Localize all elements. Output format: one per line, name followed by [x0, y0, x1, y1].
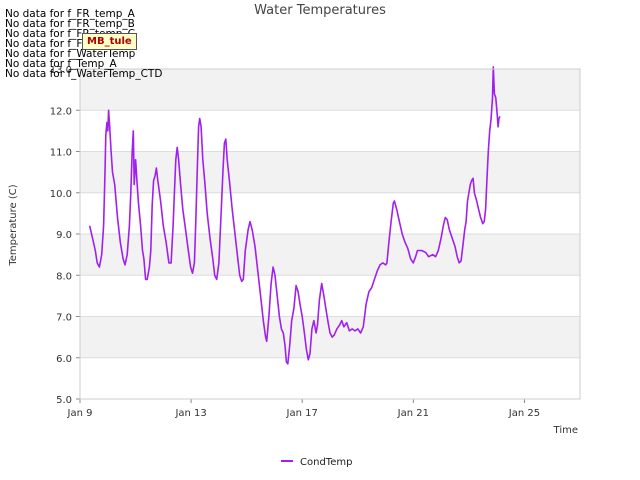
legend-label: CondTemp: [300, 457, 352, 468]
y-tick-label: 13.0: [50, 65, 72, 76]
no-data-message: No data for f_FR_temp_C: [5, 28, 135, 40]
grid-band: [80, 192, 580, 234]
y-tick-label: 11.0: [50, 148, 72, 159]
y-tick-label: 8.0: [56, 271, 72, 282]
site-badge[interactable]: MB_tule: [82, 33, 137, 50]
y-tick-label: 5.0: [56, 395, 72, 406]
x-axis: Jan 9 Jan 13 Jan 17 Jan 21 Jan 25: [67, 399, 540, 419]
grid-band: [80, 357, 580, 399]
x-tick-label: Jan 25: [508, 408, 540, 419]
x-tick-label: Jan 13: [174, 408, 206, 419]
legend[interactable]: CondTemp: [281, 457, 352, 468]
y-tick-label: 6.0: [56, 354, 72, 365]
y-tick-label: 7.0: [56, 313, 72, 324]
no-data-message: No data for f_FD_Temp_1: [5, 38, 136, 50]
series-line-condtemp[interactable]: [88, 66, 501, 365]
grid-bands: [80, 69, 580, 400]
y-axis-label: Temperature (C): [8, 184, 19, 266]
x-tick-label: Jan 21: [397, 408, 429, 419]
x-axis-label: Time: [553, 425, 578, 436]
no-data-message: No data for f_WaterTemp_CTD: [5, 68, 163, 80]
x-tick-label: Jan 9: [67, 408, 93, 419]
y-axis: 5.0 6.0 7.0 8.0 9.0 10.0 11.0 12.0 13.0: [50, 65, 80, 406]
plot-border: [79, 68, 581, 400]
y-tick-label: 12.0: [50, 106, 72, 117]
grid-band: [80, 275, 580, 317]
no-data-message: No data for f_FR_temp_A: [5, 8, 135, 20]
no-data-message: No data for f_Temp_A: [5, 58, 117, 70]
y-tick-label: 9.0: [56, 230, 72, 241]
x-tick-label: Jan 17: [286, 408, 318, 419]
y-tick-label: 10.0: [50, 189, 72, 200]
grid-band: [80, 316, 580, 358]
no-data-message: No data for f_WaterTemp: [5, 48, 136, 60]
grid-band: [80, 234, 580, 276]
no-data-message: No data for f_FR_temp_B: [5, 18, 135, 30]
series-layer: [88, 66, 501, 365]
chart-title: Water Temperatures: [254, 3, 386, 18]
grid-band: [80, 151, 580, 193]
grid-band: [80, 110, 580, 152]
